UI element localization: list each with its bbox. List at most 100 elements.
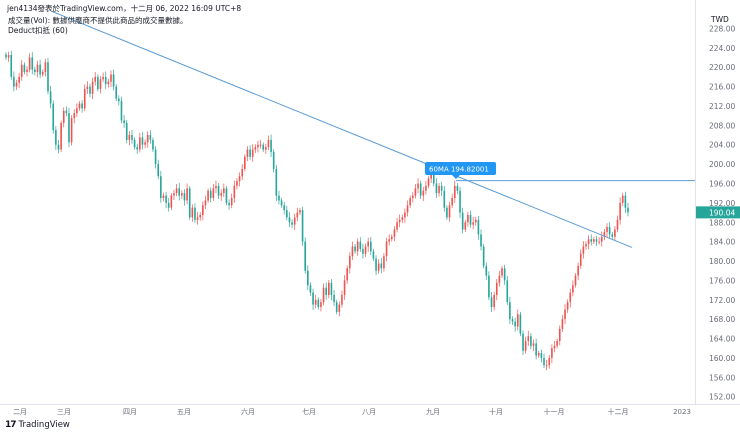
candle-body [167,202,170,208]
candle-body [503,268,506,281]
candle-body [141,137,144,145]
candle-body [257,144,259,148]
candle-body [55,130,57,145]
y-tick-label: 176.00 [709,276,735,285]
candle-body [556,340,558,346]
candle-body [569,292,572,303]
x-tick-label: 十月 [489,407,503,416]
y-tick-label: 184.00 [709,238,735,247]
candle-body [422,190,425,196]
tradingview-logo[interactable]: 17 TradingView [5,420,70,430]
candle-body [514,321,516,327]
candle-body [314,299,317,305]
x-tick-label: 十二月 [608,407,629,416]
candle-body [320,302,322,308]
candle-body [540,353,543,358]
candle-body [26,69,28,73]
candle-body [598,241,600,243]
candle-body [65,110,68,114]
candle-body [94,76,97,82]
candle-body [608,227,611,235]
candle-body [107,81,110,85]
candle-body [267,139,270,148]
candle-body [162,195,165,199]
candle-body [131,135,133,140]
candle-body [181,193,183,196]
candle-body [259,144,262,146]
candle-body [553,345,556,349]
candle-body [209,190,212,199]
candle-body [485,265,488,276]
y-tick-label: 224.00 [709,44,735,53]
deduct-indicator-label[interactable]: Deduct扣抵 (60) [8,26,68,35]
candle-body [527,336,530,341]
candle-body [123,120,125,123]
y-tick-label: 216.00 [709,83,735,92]
candle-body [120,101,123,121]
y-tick-label: 152.00 [709,393,735,402]
x-tick-label: 五月 [177,408,191,416]
candle-body [548,357,551,366]
candle-body [396,222,398,230]
candle-body [464,222,467,230]
candle-body [409,198,411,206]
candle-body [595,239,598,242]
candle-body [516,314,519,327]
candle-body [574,275,577,286]
candle-body [89,86,91,94]
candle-body [91,81,94,94]
y-tick-label: 220.00 [709,63,735,72]
candle-body [566,302,569,310]
candle-body [139,137,141,150]
volume-indicator-label[interactable]: 成交量(Vol): 數據供應商不提供此商品的成交量數據。 [8,16,188,25]
candle-body [467,214,469,223]
candle-body [73,113,76,119]
candle-body [244,156,246,169]
candle-body [446,207,448,218]
candle-body [572,285,574,293]
candle-body [495,282,498,295]
candle-body [506,280,509,303]
candle-body [532,343,535,346]
candle-body [585,244,587,247]
candle-body [251,149,254,157]
candle-body [393,229,396,237]
candle-body [97,76,99,89]
y-tick-label: 164.00 [709,335,735,344]
candle-body [524,340,527,351]
candle-body [272,151,275,169]
candle-body [76,108,78,114]
candle-body [278,195,280,201]
candle-body [225,188,228,203]
ma-badge-pointer [452,175,460,179]
x-tick-label: 七月 [302,407,316,416]
candle-body [81,103,83,109]
candle-body [537,353,540,356]
ma-badge-label: 60MA 194.82001 [429,166,489,174]
candle-body [23,64,26,73]
candle-body [430,173,432,179]
candle-body [322,287,325,303]
candle-body [419,183,422,196]
candle-body [28,57,31,70]
candle-body [438,185,440,194]
candle-body [212,188,215,199]
candle-body [5,54,7,58]
candle-body [230,198,233,206]
current-price-badge [696,206,740,219]
candle-body [590,239,593,242]
candle-body [136,147,139,150]
candle-body [31,57,34,70]
candle-body [246,149,249,157]
y-tick-label: 156.00 [709,373,735,382]
candle-body [128,135,131,140]
candle-body [99,79,102,89]
candle-body [493,294,495,308]
y-tick-label: 208.00 [709,121,735,130]
candle-body [582,246,585,254]
candle-body [401,217,404,220]
candle-body [364,246,367,254]
x-tick-label: 十一月 [544,407,565,416]
candle-body [453,185,456,199]
